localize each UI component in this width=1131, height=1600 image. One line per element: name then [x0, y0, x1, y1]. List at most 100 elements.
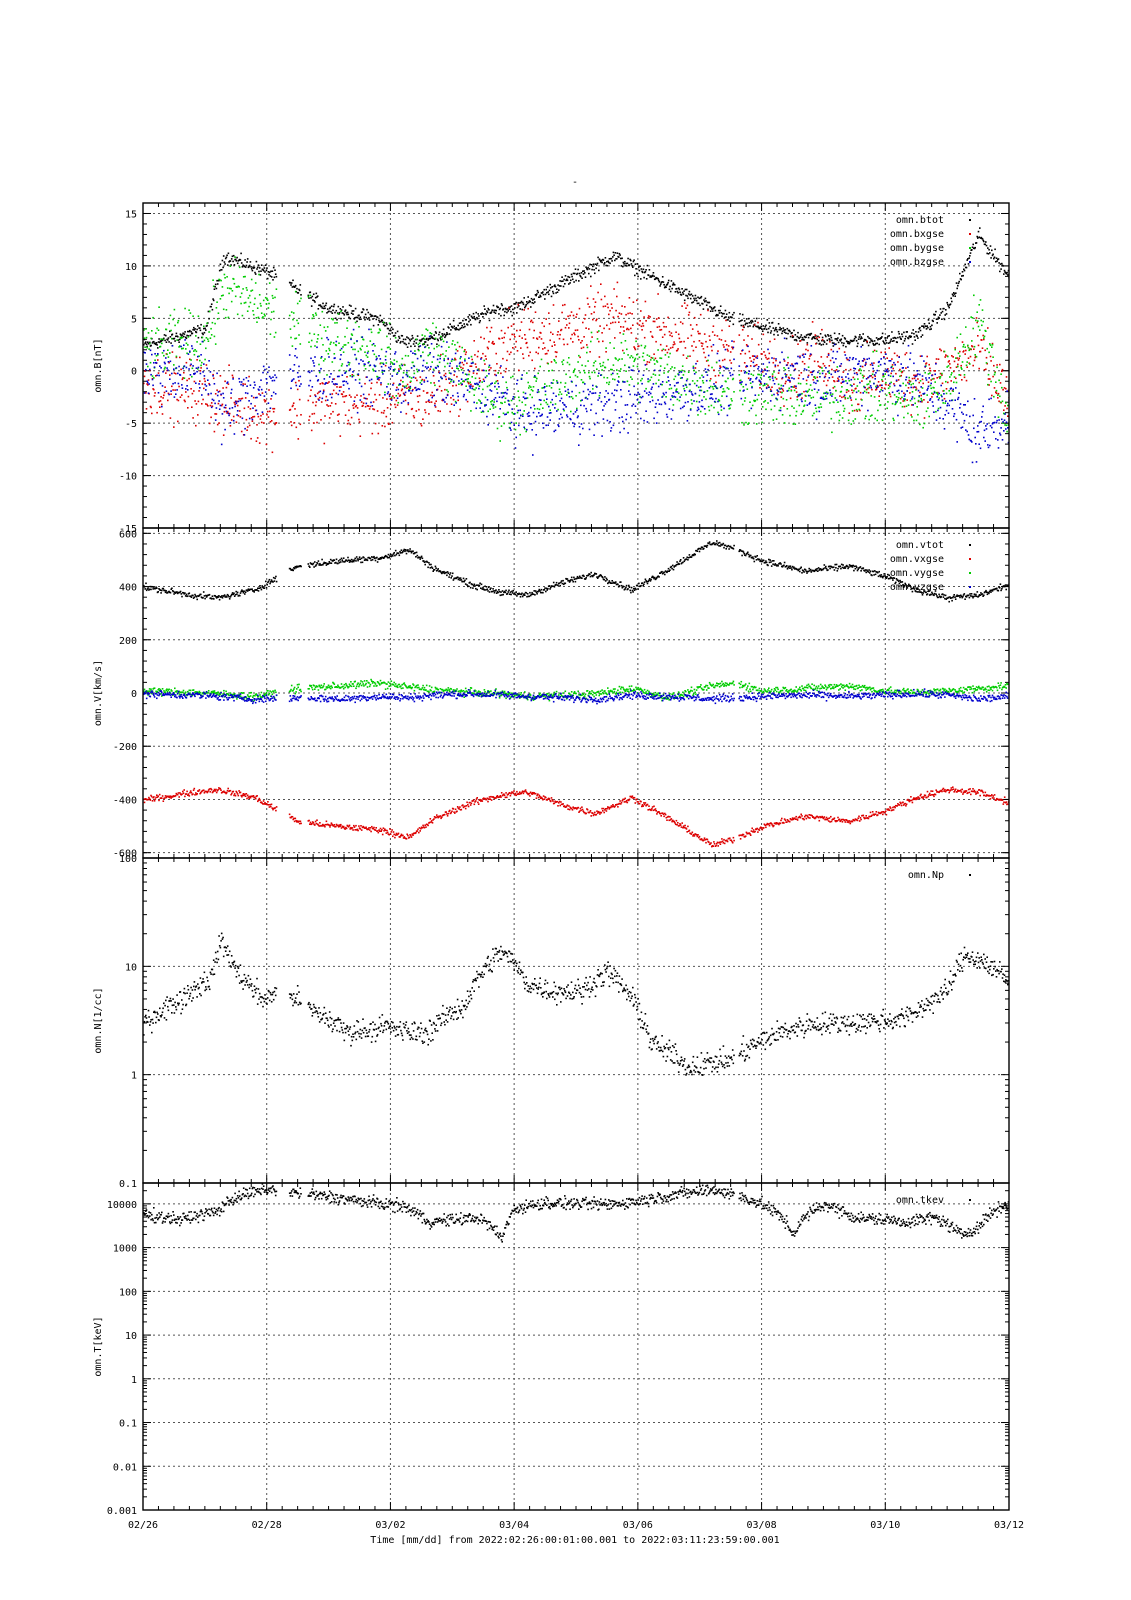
- data-point: [230, 397, 232, 399]
- data-point: [959, 350, 961, 353]
- data-point: [878, 400, 880, 402]
- data-point: [214, 393, 217, 395]
- data-point: [354, 321, 357, 324]
- data-point: [203, 387, 205, 390]
- data-point: [519, 329, 521, 331]
- data-point: [743, 389, 745, 392]
- data-point: [903, 399, 906, 402]
- data-point: [176, 389, 178, 391]
- data-point: [648, 269, 651, 271]
- data-point: [371, 405, 374, 407]
- data-point: [677, 348, 679, 350]
- data-point: [821, 328, 823, 331]
- data-point: [928, 415, 930, 418]
- data-point: [789, 380, 791, 382]
- data-point: [504, 370, 507, 373]
- data-point: [747, 345, 749, 348]
- data-point: [963, 269, 966, 272]
- data-point: [470, 362, 473, 365]
- data-point: [250, 395, 253, 397]
- data-point: [902, 342, 904, 345]
- data-point: [172, 318, 174, 321]
- data-point: [315, 292, 318, 295]
- data-point: [516, 405, 518, 407]
- data-point: [732, 323, 735, 326]
- data-point: [638, 370, 640, 373]
- data-point: [1005, 272, 1007, 274]
- data-point: [632, 301, 635, 303]
- data-point: [940, 349, 942, 352]
- data-point: [620, 341, 623, 344]
- data-point: [715, 397, 717, 400]
- data-point: [188, 368, 190, 370]
- data-point: [487, 347, 489, 350]
- data-point: [381, 369, 384, 372]
- data-point: [596, 318, 598, 321]
- data-point: [682, 354, 685, 356]
- data-point: [206, 367, 208, 370]
- data-point: [607, 392, 609, 395]
- data-point: [684, 288, 687, 291]
- data-point: [620, 395, 623, 398]
- data-point: [412, 388, 414, 391]
- data-point: [349, 375, 352, 377]
- data-point: [159, 345, 162, 348]
- data-point: [396, 373, 398, 375]
- data-point: [155, 343, 157, 346]
- data-point: [643, 276, 645, 279]
- data-point: [145, 392, 147, 394]
- data-point: [514, 307, 516, 309]
- data-point: [466, 400, 469, 403]
- data-point: [615, 309, 617, 312]
- data-point: [459, 408, 461, 411]
- data-point: [241, 266, 244, 268]
- data-point: [772, 327, 775, 329]
- data-point: [843, 337, 846, 339]
- data-point: [742, 325, 745, 328]
- data-point: [143, 375, 146, 378]
- data-point: [228, 287, 231, 290]
- data-point: [823, 398, 825, 401]
- data-point: [602, 418, 605, 420]
- data-point: [821, 336, 824, 339]
- data-point: [677, 333, 680, 336]
- data-point: [604, 262, 606, 264]
- data-point: [444, 372, 447, 375]
- data-point: [967, 347, 970, 349]
- data-point: [440, 390, 443, 392]
- data-point: [934, 370, 936, 372]
- data-point: [294, 290, 297, 293]
- data-point: [853, 337, 856, 340]
- data-point: [848, 412, 851, 414]
- data-point: [173, 372, 176, 374]
- data-point: [165, 334, 167, 337]
- data-point: [860, 336, 862, 338]
- data-point: [773, 357, 775, 360]
- data-point: [782, 397, 785, 400]
- data-point: [324, 399, 327, 402]
- data-point: [929, 384, 932, 387]
- data-point: [484, 308, 486, 310]
- data-point: [640, 417, 642, 420]
- data-point: [982, 334, 984, 337]
- data-point: [522, 391, 525, 394]
- data-point: [222, 392, 224, 395]
- data-point: [248, 400, 250, 402]
- data-point: [976, 321, 978, 324]
- data-point: [468, 320, 470, 323]
- data-point: [578, 280, 580, 282]
- data-point: [532, 321, 534, 324]
- data-point: [666, 416, 669, 418]
- data-point: [226, 410, 229, 413]
- data-point: [451, 358, 453, 361]
- data-point: [982, 320, 984, 323]
- data-point: [703, 396, 705, 398]
- data-point: [486, 311, 489, 314]
- data-point: [478, 381, 481, 384]
- data-point: [727, 319, 729, 321]
- data-point: [745, 371, 748, 374]
- data-point: [454, 352, 457, 355]
- data-point: [576, 409, 578, 411]
- data-point: [412, 352, 414, 354]
- data-point: [433, 347, 435, 350]
